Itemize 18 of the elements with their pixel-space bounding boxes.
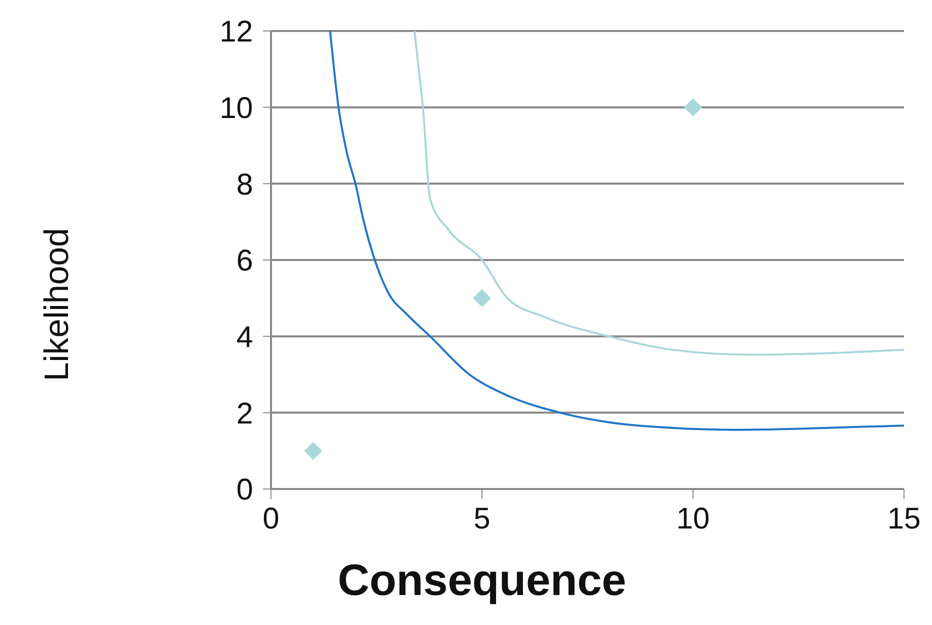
- point: [304, 442, 322, 460]
- line-series: [329, 31, 904, 431]
- x-tick-label: 5: [474, 502, 490, 536]
- x-tick-label: 10: [676, 502, 710, 536]
- point: [684, 98, 702, 116]
- y-tick-label: 12: [220, 16, 253, 49]
- y-tick-label: 8: [236, 168, 253, 202]
- point: [473, 289, 491, 308]
- y-axis-title: Likelihood: [38, 228, 77, 382]
- y-tick-label: 0: [236, 474, 253, 507]
- x-axis-title: Consequence: [336, 556, 628, 606]
- y-tick-label: 4: [236, 320, 253, 354]
- x-tick-label: 0: [262, 502, 280, 536]
- y-tick-label: 10: [220, 92, 253, 125]
- y-tick-label: 2: [236, 397, 253, 430]
- y-tick-label: 6: [236, 244, 253, 278]
- line-series: [413, 31, 904, 356]
- x-tick-label: 15: [887, 502, 921, 536]
